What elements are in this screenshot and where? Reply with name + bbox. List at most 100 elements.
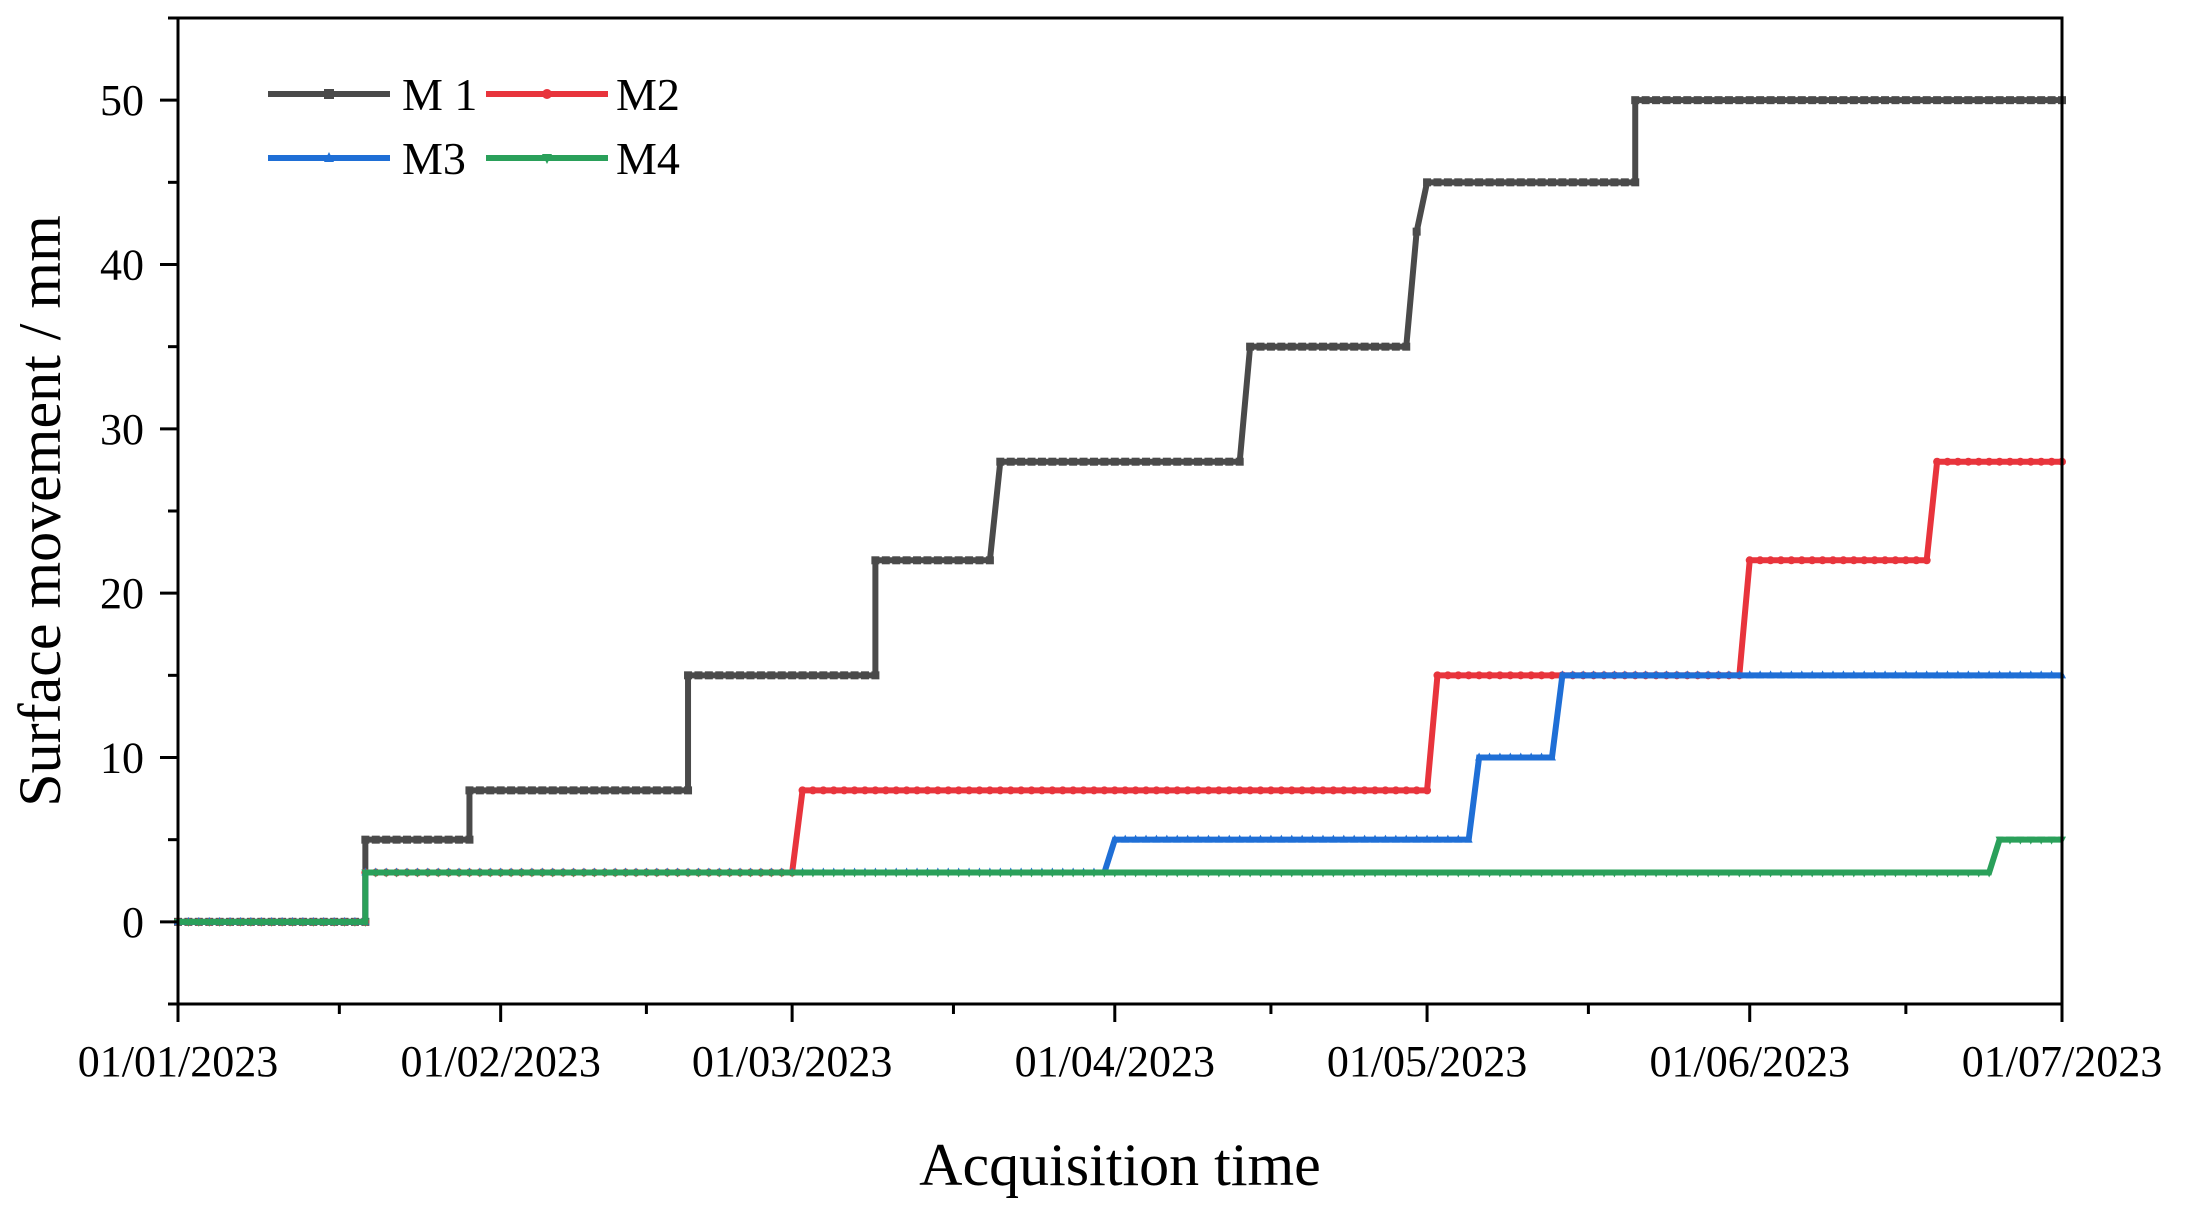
data-point — [808, 671, 817, 680]
data-point — [996, 869, 1005, 878]
data-point — [1246, 834, 1255, 843]
x-axis-title: Acquisition time — [919, 1132, 1321, 1198]
y-tick-label: 10 — [100, 734, 144, 783]
data-point — [371, 835, 380, 844]
data-point — [621, 869, 630, 878]
data-point — [1745, 869, 1754, 878]
data-point — [1048, 869, 1057, 878]
data-point — [1881, 869, 1890, 878]
data-point — [663, 869, 672, 878]
data-point — [1204, 457, 1213, 466]
x-tick-label: 01/02/2023 — [400, 1037, 600, 1086]
data-point — [892, 869, 901, 878]
data-point — [1204, 869, 1213, 878]
data-point — [257, 918, 266, 927]
data-point — [1277, 786, 1286, 795]
data-point — [975, 786, 984, 795]
data-point — [1006, 786, 1015, 795]
data-point — [965, 786, 974, 795]
data-point — [2047, 96, 2056, 105]
data-point — [1058, 869, 1067, 878]
data-point — [1995, 96, 2004, 105]
data-point — [538, 869, 547, 878]
data-point — [205, 918, 214, 927]
data-point — [1079, 457, 1088, 466]
data-point — [2016, 836, 2025, 845]
data-point — [1547, 869, 1556, 878]
data-point — [1839, 869, 1848, 878]
data-point — [736, 869, 745, 878]
data-point — [1298, 786, 1307, 795]
data-point — [1423, 869, 1432, 878]
data-point — [1318, 834, 1327, 843]
data-point — [1350, 869, 1359, 878]
data-point — [1412, 227, 1421, 236]
data-point — [1527, 869, 1536, 878]
data-point — [1631, 869, 1640, 878]
data-point — [1121, 457, 1130, 466]
data-point — [1131, 457, 1140, 466]
data-point — [860, 786, 869, 795]
data-point — [1069, 457, 1078, 466]
data-point — [1371, 869, 1380, 878]
data-point — [1745, 556, 1754, 565]
data-point — [1308, 342, 1317, 351]
data-point — [715, 671, 724, 680]
data-point — [1121, 834, 1130, 843]
data-point — [611, 786, 620, 795]
data-point — [1100, 457, 1109, 466]
data-point — [1287, 342, 1296, 351]
data-point — [1506, 671, 1515, 680]
data-point — [1110, 457, 1119, 466]
data-point — [892, 786, 901, 795]
data-point — [1724, 96, 1733, 105]
series-line — [178, 836, 2062, 925]
data-point — [1808, 96, 1817, 105]
data-point — [246, 918, 255, 927]
data-point — [2037, 836, 2046, 845]
data-point — [913, 869, 922, 878]
data-point — [1787, 96, 1796, 105]
data-point — [819, 786, 828, 795]
data-point — [1495, 869, 1504, 878]
data-point — [1683, 96, 1692, 105]
data-point — [1183, 834, 1192, 843]
data-point — [1953, 457, 1962, 466]
data-point — [850, 671, 859, 680]
data-point — [1808, 670, 1817, 679]
data-point — [1995, 670, 2004, 679]
data-point — [1652, 96, 1661, 105]
data-point — [2005, 96, 2014, 105]
data-point — [1037, 786, 1046, 795]
data-point — [1287, 786, 1296, 795]
data-point — [860, 671, 869, 680]
data-point — [1017, 786, 1026, 795]
data-point — [1266, 834, 1275, 843]
data-point — [1766, 670, 1775, 679]
data-point — [1152, 786, 1161, 795]
data-point — [1391, 834, 1400, 843]
data-point — [413, 869, 422, 878]
data-point — [1735, 670, 1744, 679]
data-point — [1183, 457, 1192, 466]
data-point — [1381, 342, 1390, 351]
data-point — [1724, 670, 1733, 679]
data-point — [1672, 869, 1681, 878]
data-point — [1901, 556, 1910, 565]
data-point — [1953, 869, 1962, 878]
data-point — [1641, 869, 1650, 878]
data-point — [1173, 457, 1182, 466]
data-point — [1475, 671, 1484, 680]
data-point — [1308, 869, 1317, 878]
data-point — [694, 671, 703, 680]
data-point — [1079, 786, 1088, 795]
data-point — [1516, 178, 1525, 187]
data-point — [767, 869, 776, 878]
data-point — [2037, 670, 2046, 679]
data-point — [1048, 457, 1057, 466]
data-point — [1214, 834, 1223, 843]
data-point — [1235, 786, 1244, 795]
data-point — [1672, 96, 1681, 105]
data-point — [1829, 96, 1838, 105]
data-point — [1433, 178, 1442, 187]
